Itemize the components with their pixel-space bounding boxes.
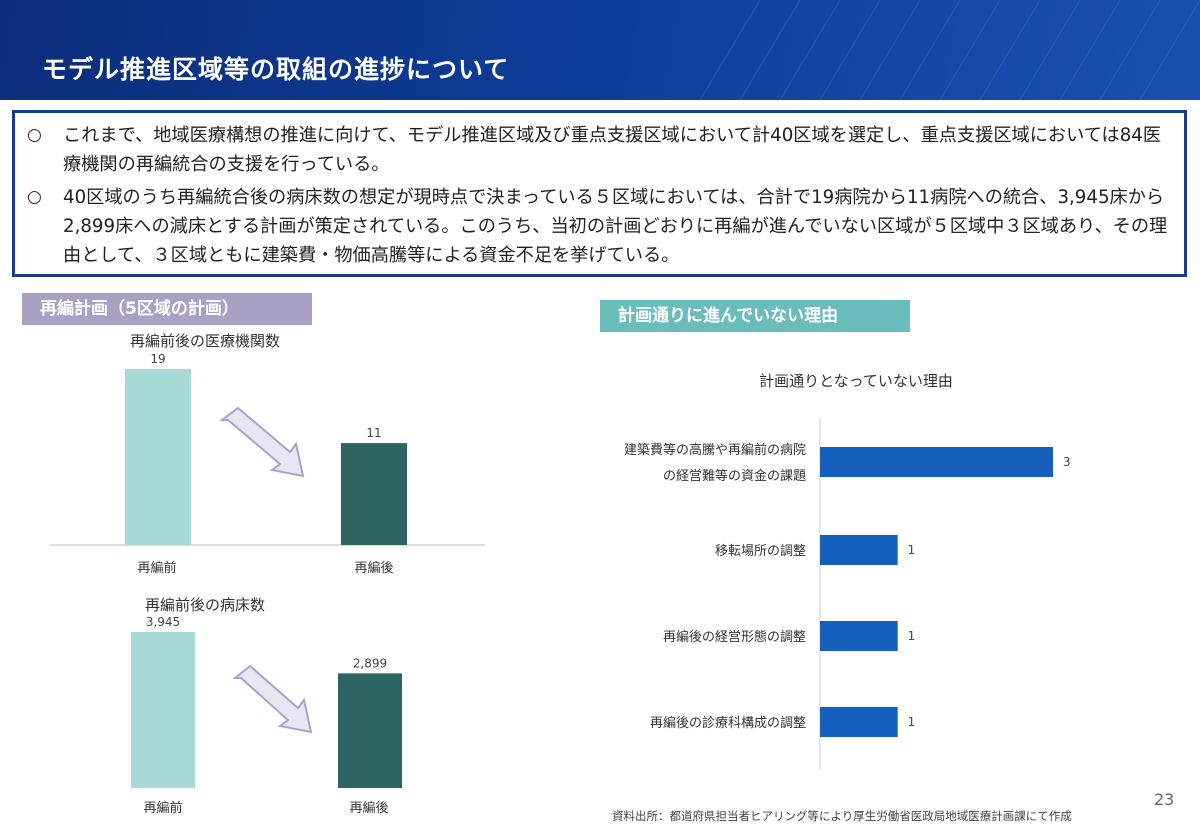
summary-bullet-text: これまで、地域医療構想の推進に向けて、モデル推進区域及び重点支援区域において計4… — [63, 125, 1162, 175]
reasons-bar — [820, 535, 898, 565]
beds-value-label-before: 3,945 — [146, 615, 180, 629]
facilities-category-before: 再編前 — [137, 560, 176, 576]
beds-chart-title: 再編前後の病床数 — [145, 596, 265, 614]
summary-box: ○ これまで、地域医療構想の推進に向けて、モデル推進区域及び重点支援区域において… — [12, 110, 1187, 277]
reasons-value-label: 1 — [908, 715, 916, 729]
page-number: 23 — [1154, 790, 1175, 809]
facilities-arrow-icon — [219, 406, 305, 478]
beds-chart: 再編前後の病床数 3,945 2,899 再編前 再編後 — [131, 596, 402, 816]
reasons-category-label: 再編後の診療科構成の調整 — [650, 715, 806, 731]
facilities-bar-before — [125, 369, 191, 545]
reasons-value-label: 3 — [1063, 455, 1071, 469]
beds-bar-before — [131, 632, 195, 788]
beds-category-before: 再編前 — [143, 800, 182, 816]
reasons-category-label: の経営難等の資金の課題 — [663, 468, 806, 484]
reasons-value-label: 1 — [908, 543, 916, 557]
bullet-mark: ○ — [27, 187, 42, 207]
facilities-bar-after — [341, 443, 407, 545]
beds-value-label-after: 2,899 — [353, 656, 387, 670]
reasons-category-label: 建築費等の高騰や再編前の病院 — [624, 442, 806, 458]
beds-category-after: 再編後 — [349, 800, 388, 816]
header-banner: モデル推進区域等の取組の進捗について — [0, 0, 1200, 100]
beds-bar-after — [338, 673, 402, 788]
source-note: 資料出所：都道府県担当者ヒアリング等により厚生労働省医政局地域医療計画課にて作成 — [612, 809, 1072, 823]
reasons-chart-title: 計画通りとなっていない理由 — [759, 372, 953, 390]
reasons-chart: 計画通りとなっていない理由 3 建築費等の高騰や再編前の病院の経営難等の資金の課題… — [624, 372, 1071, 770]
facilities-value-label-after: 11 — [366, 426, 381, 440]
reasons-row: 1 再編後の経営形態の調整 — [663, 621, 915, 651]
facilities-category-after: 再編後 — [354, 560, 393, 576]
summary-bullet-text: 40区域のうち再編統合後の病床数の想定が現時点で決まっている５区域においては、合… — [63, 187, 1168, 266]
reasons-bar — [820, 707, 898, 737]
reasons-row: 1 再編後の診療科構成の調整 — [650, 707, 915, 737]
reasons-value-label: 1 — [908, 629, 916, 643]
bullet-mark: ○ — [27, 125, 42, 145]
facilities-value-label-before: 19 — [150, 352, 165, 366]
beds-arrow-icon — [232, 664, 313, 734]
facilities-chart-title: 再編前後の医療機関数 — [130, 332, 280, 350]
reasons-bar — [820, 621, 898, 651]
reasons-category-label: 再編後の経営形態の調整 — [663, 629, 806, 645]
reasons-tag: 計画通りに進んでいない理由 — [600, 300, 910, 332]
facilities-chart: 再編前後の医療機関数 19 11 再編前 再編後 — [50, 332, 485, 576]
summary-bullet-1: ○ これまで、地域医療構想の推進に向けて、モデル推進区域及び重点支援区域において… — [27, 121, 1174, 179]
page-title: モデル推進区域等の取組の進捗について — [42, 55, 510, 84]
summary-bullet-2: ○ 40区域のうち再編統合後の病床数の想定が現時点で決まっている５区域においては… — [27, 183, 1174, 270]
reasons-category-label: 移転場所の調整 — [715, 544, 806, 559]
reasons-row: 1 移転場所の調整 — [715, 535, 915, 565]
reorganization-plan-tag: 再編計画（5区域の計画） — [22, 293, 312, 325]
header-stripes-decoration — [699, 0, 1200, 100]
reasons-bar — [820, 447, 1053, 477]
